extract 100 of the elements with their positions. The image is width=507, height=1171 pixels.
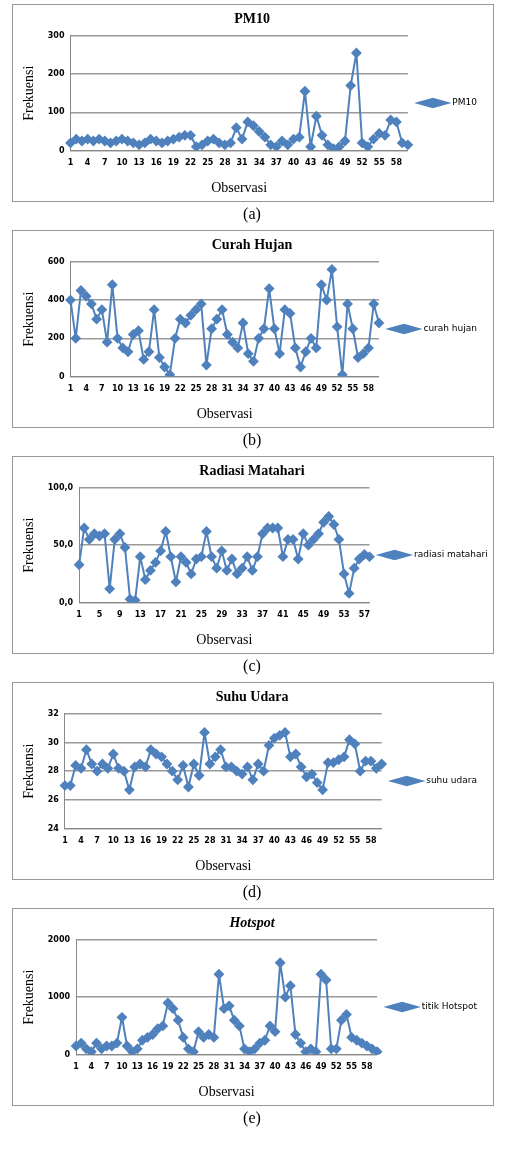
text: (b) — [241, 430, 263, 451]
y-tick-label: 0 — [58, 145, 65, 155]
point — [277, 136, 288, 147]
point — [76, 1038, 87, 1049]
x-tick-label: 43 — [284, 384, 296, 394]
point — [285, 308, 296, 319]
x-tick-label: 13 — [134, 610, 146, 620]
x-tick-label: 10 — [107, 836, 120, 846]
point — [140, 574, 151, 585]
point — [371, 763, 382, 774]
point — [280, 992, 291, 1003]
point — [231, 122, 242, 133]
point — [317, 784, 328, 795]
text: (a) — [242, 204, 262, 225]
point — [91, 1038, 102, 1049]
y-axis-title: Frekuensi — [21, 743, 37, 799]
point — [342, 298, 353, 309]
x-axis-title: Observasi — [195, 858, 252, 874]
chart-title: Curah Hujan — [211, 237, 293, 253]
legend-label: PM10 — [452, 97, 478, 108]
legend-label: suhu udara — [426, 775, 477, 786]
point — [270, 1026, 281, 1037]
point — [321, 295, 332, 306]
x-tick-label: 37 — [270, 158, 282, 168]
point — [185, 310, 196, 321]
x-tick-label: 41 — [277, 610, 289, 620]
point — [86, 759, 97, 770]
point — [355, 766, 366, 777]
x-tick-label: 4 — [83, 384, 90, 394]
x-tick-label: 31 — [223, 1062, 236, 1072]
x-tick-label: 28 — [204, 836, 216, 846]
point — [173, 1015, 184, 1026]
text: (d) — [241, 882, 263, 903]
y-axis-title: Frekuensi — [21, 65, 37, 121]
point — [296, 761, 307, 772]
x-tick-label: 22 — [177, 1062, 189, 1072]
x-tick-label: 7 — [103, 1062, 110, 1072]
point — [293, 553, 304, 564]
point — [247, 774, 258, 785]
x-axis-title: Observasi — [211, 180, 268, 196]
text: (e) — [242, 1108, 262, 1129]
point — [336, 1015, 347, 1026]
point — [206, 551, 217, 562]
point — [165, 551, 176, 562]
point — [275, 957, 286, 968]
point — [162, 997, 173, 1008]
x-tick-label: 52 — [333, 836, 345, 846]
chart-title: Hotspot — [228, 915, 276, 931]
point — [368, 298, 379, 309]
x-tick-label: 22 — [174, 384, 186, 394]
point — [155, 545, 166, 556]
point — [316, 969, 326, 980]
point — [119, 542, 130, 553]
x-tick-label: 10 — [111, 384, 124, 394]
x-tick-label: 1 — [67, 384, 74, 394]
x-tick-label: 37 — [252, 836, 264, 846]
y-tick-label: 100,0 — [47, 482, 74, 492]
x-tick-label: 28 — [219, 158, 231, 168]
point — [237, 769, 248, 780]
point — [345, 80, 356, 91]
point — [258, 323, 269, 334]
point — [147, 1029, 158, 1040]
point — [242, 116, 253, 127]
point — [222, 329, 233, 340]
point — [204, 759, 215, 770]
point — [243, 348, 254, 359]
x-tick-label: 1 — [67, 158, 74, 168]
point — [237, 134, 248, 145]
y-tick-label: 200 — [47, 69, 65, 79]
point — [257, 528, 268, 539]
point — [349, 563, 360, 574]
x-tick-label: 25 — [190, 384, 202, 394]
point — [362, 141, 373, 151]
x-tick-label: 13 — [133, 158, 145, 168]
point — [65, 295, 76, 306]
point — [211, 563, 222, 574]
point — [96, 304, 107, 315]
y-tick-label: 0,0 — [58, 597, 74, 607]
point — [237, 563, 248, 574]
point — [86, 1046, 97, 1055]
x-tick-label: 13 — [127, 384, 139, 394]
point — [252, 551, 263, 562]
point — [206, 323, 217, 334]
point — [112, 333, 123, 344]
y-tick-label: 400 — [47, 295, 65, 305]
y-tick-label: 50,0 — [53, 540, 74, 550]
point — [227, 337, 238, 348]
point — [178, 760, 189, 771]
point — [368, 134, 379, 145]
point — [102, 763, 113, 774]
point — [364, 551, 375, 562]
x-tick-label: 4 — [78, 836, 85, 846]
x-tick-label: 52 — [330, 1062, 342, 1072]
legend-label: radiasi matahari — [414, 549, 488, 560]
x-tick-label: 28 — [208, 1062, 220, 1072]
point — [81, 744, 92, 755]
point — [197, 139, 208, 150]
point — [249, 1043, 260, 1054]
y-tick-label: 2000 — [47, 934, 71, 944]
point — [122, 1040, 133, 1051]
